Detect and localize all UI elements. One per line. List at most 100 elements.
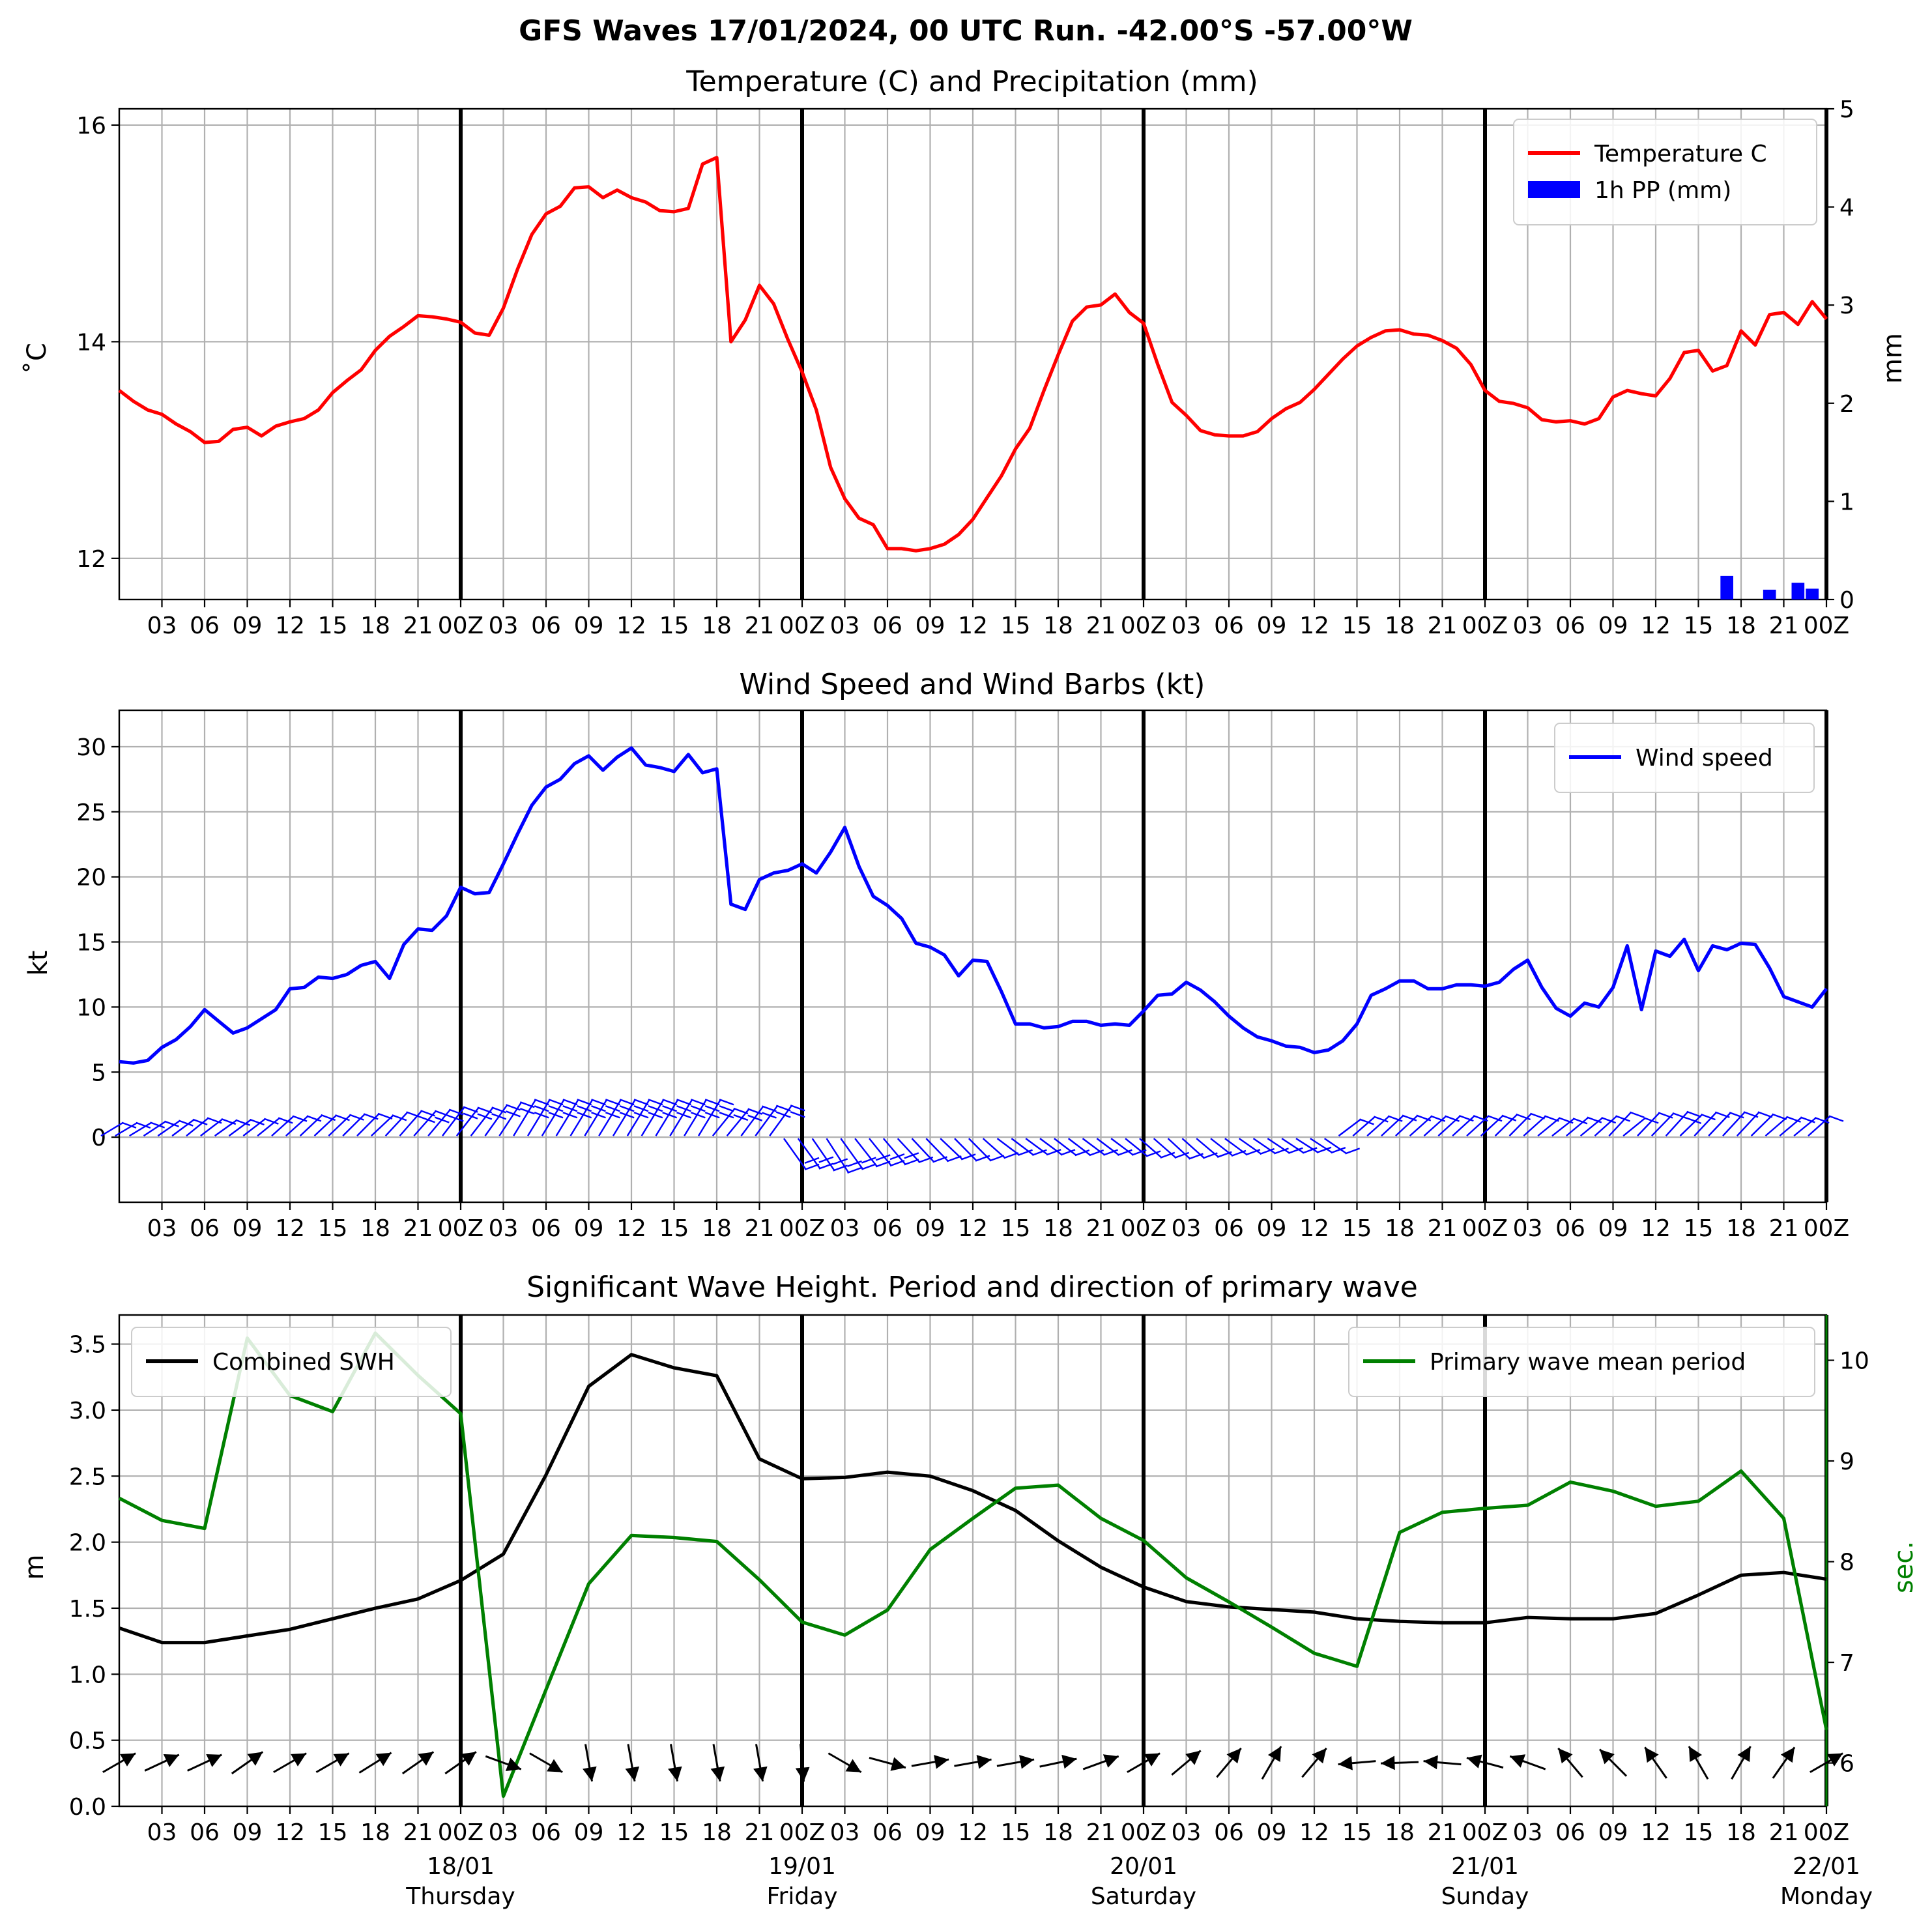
wave-xtick-label: 21	[1769, 1819, 1799, 1846]
temperature-xtick-label: 06	[872, 613, 902, 639]
temperature-xtick-label: 06	[1555, 613, 1585, 639]
wind-barb-flag	[548, 1105, 564, 1112]
wind-barb-flag	[278, 1117, 293, 1124]
wind-xtick-label: 03	[147, 1215, 177, 1242]
temperature-xtick-label: 21	[1769, 613, 1799, 639]
wave-ytick-label: 2.0	[69, 1530, 106, 1557]
temperature-xtick-label: 03	[1172, 613, 1202, 639]
wave-direction-arrowhead	[890, 1757, 906, 1771]
wind-barb-flag	[619, 1112, 635, 1119]
wind-barb-flag	[577, 1112, 592, 1119]
wind-barb	[1181, 1138, 1205, 1159]
wind-barb-flag	[235, 1119, 251, 1126]
wind-barb-flag	[1601, 1117, 1617, 1124]
wind-barb	[897, 1138, 921, 1163]
wind-barb-flag	[1174, 1151, 1190, 1159]
wave-xtick-label: 15	[1684, 1819, 1714, 1846]
wind-barb-flag	[648, 1112, 663, 1119]
wind-barb	[641, 1099, 665, 1136]
wind-barb-flag	[619, 1105, 635, 1112]
wave-xtick-label: 21	[745, 1819, 775, 1846]
wind-barb	[1409, 1115, 1433, 1137]
wind-barb	[157, 1119, 181, 1137]
wind-barb	[1679, 1114, 1703, 1136]
temperature-xtick-label: 21	[745, 613, 775, 639]
wind-barb	[1210, 1138, 1233, 1157]
wind-barb	[285, 1115, 309, 1137]
wind-barb-flag	[136, 1121, 151, 1129]
wind-barb	[584, 1099, 608, 1136]
wind-xtick-label: 09	[1598, 1215, 1628, 1242]
wave-xtick-label: 18	[702, 1819, 732, 1846]
period-ytick-label: 9	[1839, 1449, 1854, 1475]
wind-xtick-label: 21	[1086, 1215, 1116, 1242]
precip-bar	[1763, 589, 1776, 599]
wind-barb-flag	[605, 1105, 620, 1112]
wind-barb-flag	[1501, 1114, 1517, 1121]
wind-barb-flag	[1103, 1149, 1118, 1156]
wave-xtick-label: 15	[659, 1819, 689, 1846]
wind-y-label: kt	[23, 951, 53, 976]
wave-xtick-label: 21	[403, 1819, 433, 1846]
wave-xtick-label: 15	[1001, 1819, 1031, 1846]
wave-direction-arrowhead	[1689, 1746, 1703, 1762]
wind-barb-flag	[1572, 1118, 1588, 1125]
wind-barb-flag	[633, 1112, 649, 1119]
wind-barb-flag	[1828, 1115, 1844, 1122]
precip-ytick-label: 1	[1839, 489, 1854, 515]
wind-xtick-label: 15	[659, 1215, 689, 1242]
wind-barb-flag	[719, 1105, 734, 1112]
wind-barb	[1224, 1138, 1248, 1156]
wind-barb	[954, 1138, 977, 1162]
wind-barb	[1252, 1138, 1276, 1155]
temperature-xtick-label: 09	[233, 613, 263, 639]
wind-speed-line	[119, 746, 1828, 1065]
temperature-xtick-label: 18	[1726, 613, 1756, 639]
wave-xtick-label: 21	[1086, 1819, 1116, 1846]
wave-xtick-label: 00Z	[1121, 1819, 1166, 1846]
temperature-xtick-label: 00Z	[1121, 613, 1166, 639]
wind-barb	[498, 1101, 523, 1136]
day-name-label: Saturday	[1091, 1883, 1196, 1910]
wave-xtick-label: 03	[1172, 1819, 1202, 1846]
wave-xtick-label: 03	[489, 1819, 519, 1846]
day-date-label: 20/01	[1110, 1853, 1177, 1880]
wind-barb	[257, 1117, 280, 1137]
temperature-xtick-label: 21	[1086, 613, 1116, 639]
wave-ytick-label: 1.5	[69, 1596, 106, 1623]
wind-ytick-label: 10	[76, 994, 106, 1021]
wind-barb	[1281, 1138, 1305, 1154]
wind-panel: Wind Speed and Wind Barbs (kt) kt 0 5 10 15…	[23, 668, 1849, 1242]
wind-xtick-label: 18	[360, 1215, 390, 1242]
temperature-ytick-label: 14	[76, 329, 106, 356]
wave-ytick-label: 0.0	[69, 1794, 106, 1821]
wind-barb	[1793, 1117, 1817, 1137]
wind-xtick-label: 15	[318, 1215, 348, 1242]
temperature-xtick-label: 03	[830, 613, 860, 639]
temperature-xtick-label: 12	[1299, 613, 1329, 639]
wind-barb	[811, 1138, 835, 1172]
wave-xtick-label: 06	[1214, 1819, 1244, 1846]
temperature-xtick-label: 09	[916, 613, 945, 639]
wind-barb	[1366, 1115, 1390, 1137]
wind-barb-flag	[704, 1099, 720, 1106]
temperature-xtick-label: 09	[1257, 613, 1287, 639]
wave-xtick-label: 12	[616, 1819, 646, 1846]
temperature-xtick-label: 06	[190, 613, 220, 639]
wind-barb	[669, 1099, 693, 1136]
wind-barb	[399, 1110, 423, 1136]
wave-direction-arrowhead	[1061, 1754, 1077, 1769]
wave-xtick-label: 06	[1555, 1819, 1585, 1846]
temperature-xtick-label: 15	[1684, 613, 1714, 639]
wind-barb	[129, 1121, 152, 1137]
wind-barb	[470, 1106, 494, 1136]
wind-legend-label: Wind speed	[1636, 745, 1773, 772]
temperature-xtick-label: 03	[1513, 613, 1543, 639]
wave-ytick-label: 0.5	[69, 1728, 106, 1755]
wind-barb	[1110, 1138, 1134, 1156]
wind-barb	[797, 1138, 821, 1170]
wind-barb	[740, 1105, 764, 1136]
temperature-xtick-label: 03	[147, 613, 177, 639]
wind-xtick-label: 15	[1001, 1215, 1031, 1242]
wind-barb	[299, 1114, 323, 1137]
